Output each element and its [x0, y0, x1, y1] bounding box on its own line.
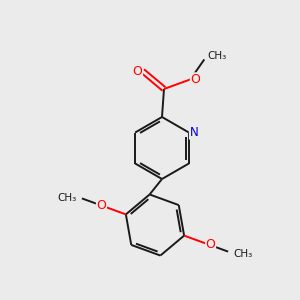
Text: O: O: [133, 64, 142, 77]
Text: CH₃: CH₃: [207, 51, 226, 62]
Text: O: O: [190, 73, 200, 86]
Text: CH₃: CH₃: [233, 249, 252, 259]
Text: CH₃: CH₃: [58, 194, 77, 203]
Text: N: N: [190, 126, 198, 139]
Text: O: O: [97, 199, 106, 212]
Text: O: O: [206, 238, 215, 251]
